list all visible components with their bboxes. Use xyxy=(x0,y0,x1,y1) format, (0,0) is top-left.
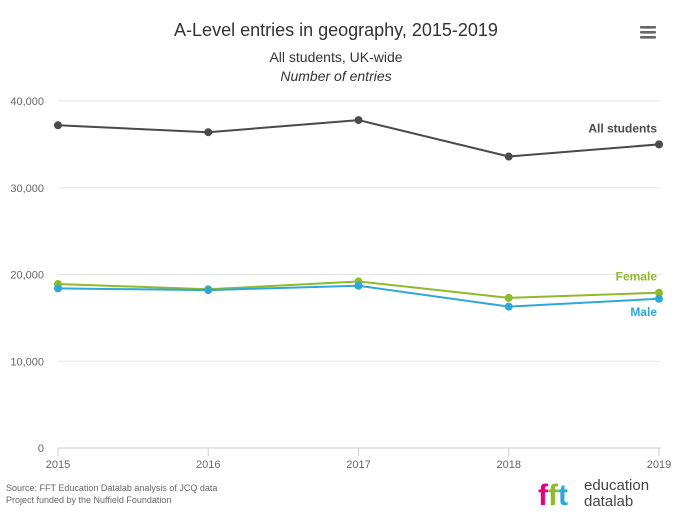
x-tick-label: 2015 xyxy=(46,459,70,471)
data-point[interactable] xyxy=(354,116,363,125)
credit-funding: Project funded by the Nuffield Foundatio… xyxy=(6,495,171,505)
data-point[interactable] xyxy=(54,284,62,293)
data-point[interactable] xyxy=(204,286,213,295)
logo-datalab: datalab xyxy=(584,493,633,510)
x-tick-label: 2017 xyxy=(346,459,370,471)
x-tick-label: 2018 xyxy=(497,459,521,471)
logo-education: education xyxy=(584,477,649,494)
x-tick-label: 2016 xyxy=(196,459,220,471)
chart-title: A-Level entries in geography, 2015-2019 xyxy=(174,20,498,40)
series-label: Male xyxy=(630,305,657,319)
data-point[interactable] xyxy=(655,288,663,297)
credit-source: Source: FFT Education Datalab analysis o… xyxy=(6,483,217,493)
data-point[interactable] xyxy=(204,128,213,137)
chart-subtitle: All students, UK-wide xyxy=(269,49,402,65)
grid xyxy=(58,100,661,362)
series-label: All students xyxy=(588,121,657,135)
series-line xyxy=(57,119,660,158)
series-male: Male xyxy=(54,281,663,319)
credits: Source: FFT Education Datalab analysis o… xyxy=(6,483,217,505)
data-point[interactable] xyxy=(504,302,513,311)
context-menu-button[interactable] xyxy=(636,20,660,44)
x-tick-label: 2019 xyxy=(647,459,671,471)
y-tick-label: 20,000 xyxy=(10,270,44,282)
hamburger-menu-icon xyxy=(640,26,656,39)
fft-logo: fft education datalab xyxy=(538,477,649,512)
data-point[interactable] xyxy=(354,281,363,290)
data-point[interactable] xyxy=(504,293,513,302)
data-point[interactable] xyxy=(655,140,663,149)
y-tick-label: 0 xyxy=(38,443,44,455)
data-point[interactable] xyxy=(504,152,513,161)
series: All students Female Male xyxy=(54,116,663,319)
series-label: Female xyxy=(616,270,658,284)
y-tick-label: 10,000 xyxy=(10,356,44,368)
logo-mark: fft xyxy=(538,479,568,512)
y-tick-label: 40,000 xyxy=(10,96,44,108)
y-tick-label: 30,000 xyxy=(10,183,44,195)
series-all-students: All students xyxy=(54,116,663,161)
y-axis-title: Number of entries xyxy=(280,68,391,84)
x-axis: 2015 2016 2017 2018 2019 xyxy=(46,447,671,471)
y-axis-labels: 0 10,000 20,000 30,000 40,000 xyxy=(10,96,44,455)
data-point[interactable] xyxy=(655,294,663,303)
data-point[interactable] xyxy=(54,121,62,130)
